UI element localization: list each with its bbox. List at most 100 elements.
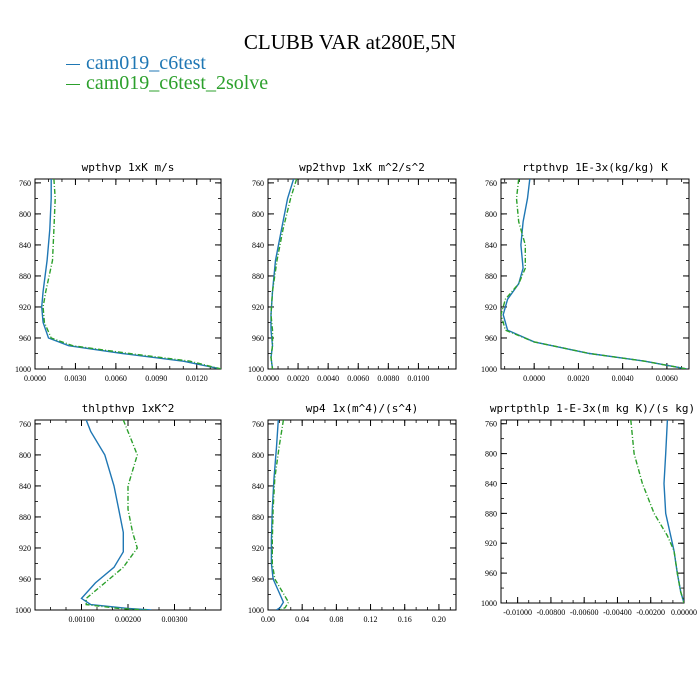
x-tick-label: 0.0040 [612,374,634,383]
legend-entry-1: cam019_c6test [66,52,206,75]
panel-title: wprtpthlp 1-E-3x(m kg K)/(s kg) [490,402,695,415]
x-tick-label: 0.0100 [407,374,429,383]
x-tick-label: 0.0020 [287,374,309,383]
x-tick-label: 0.0000 [257,374,279,383]
y-tick-label: 760 [252,420,264,429]
y-tick-label: 800 [19,451,31,460]
legend-entry-2: cam019_c6test_2solve [66,72,268,95]
y-tick-label: 880 [19,272,31,281]
x-tick-label: 0.0020 [567,374,589,383]
y-tick-label: 760 [19,179,31,188]
series-line-2 [630,420,684,603]
panel-1: wpthvp 1xK m/s 0.0000 0.0030 0.0060 0.0090 0.… [15,161,222,383]
panel-2: wp2thvp 1xK m^2/s^2 0.0000 0.0020 0.0040 0.0… [248,161,457,383]
panel-title: rtpthvp 1E-3x(kg/kg) K [522,161,668,174]
x-tick-label: 0.00 [261,615,275,624]
y-tick-label: 1000 [15,606,31,615]
series-line-2 [271,420,290,610]
panel-frame [500,419,685,604]
y-tick-label: 800 [252,451,264,460]
y-tick-label: 840 [19,241,31,250]
panel-3: rtpthvp 1E-3x(kg/kg) K 0.0000 0.0020 0.0040… [481,161,690,383]
y-tick-label: 960 [19,575,31,584]
panel-frame [500,178,690,370]
y-tick-label: 960 [485,569,497,578]
y-tick-label: 880 [485,272,497,281]
series-line-2 [85,420,147,610]
y-tick-label: 880 [485,509,497,518]
y-tick-label: 840 [252,241,264,250]
y-tick-label: 840 [485,479,497,488]
y-tick-label: 960 [252,334,264,343]
series-line-1 [270,179,295,369]
panel-4: thlpthvp 1xK^2 0.00100 0.00200 0.00300 760 80… [15,402,222,624]
y-tick-label: 760 [485,420,497,429]
y-tick-label: 920 [485,539,497,548]
x-tick-label: -0.00400 [603,608,632,617]
y-tick-label: 800 [485,450,497,459]
y-tick-label: 960 [252,575,264,584]
y-tick-label: 880 [252,513,264,522]
legend-label-1: cam019_c6test [86,52,206,74]
panel-frame [267,419,457,611]
x-tick-label: 0.16 [398,615,412,624]
x-tick-label: -0.00600 [570,608,599,617]
x-tick-label: 0.00100 [69,615,95,624]
series-line-1 [663,420,684,603]
x-tick-label: -0.00200 [636,608,665,617]
x-tick-label: 0.20 [432,615,446,624]
x-tick-label: -0.00800 [537,608,566,617]
x-tick-label: 0.08 [329,615,343,624]
x-tick-label: 0.0000 [523,374,545,383]
x-tick-label: 0.0120 [186,374,208,383]
y-tick-label: 1000 [248,365,264,374]
y-tick-label: 960 [485,334,497,343]
y-tick-label: 800 [252,210,264,219]
x-tick-label: 0.0060 [347,374,369,383]
panel-5: wp4 1x(m^4)/(s^4) 0.00 0.04 0.08 0.12 0.16 0.2… [248,402,457,624]
legend-line-2 [66,83,80,85]
panel-frame [34,419,222,611]
x-tick-label: 0.0030 [64,374,86,383]
y-tick-label: 840 [19,482,31,491]
y-tick-label: 760 [19,420,31,429]
y-tick-label: 920 [252,544,264,553]
y-tick-label: 1000 [248,606,264,615]
panel-title: thlpthvp 1xK^2 [82,402,175,415]
x-tick-label: 0.00000 [671,608,697,617]
y-tick-label: 1000 [481,365,497,374]
y-tick-label: 800 [485,210,497,219]
y-tick-label: 920 [252,303,264,312]
y-tick-label: 840 [252,482,264,491]
y-tick-label: 920 [485,303,497,312]
y-tick-label: 880 [19,513,31,522]
x-tick-label: 0.0090 [145,374,167,383]
series-line-1 [80,420,152,610]
legend-label-2: cam019_c6test_2solve [86,72,269,94]
panel-6: wprtpthlp 1-E-3x(m kg K)/(s kg)-0.01000-… [481,402,697,617]
y-tick-label: 920 [19,544,31,553]
y-tick-label: 1000 [481,599,497,608]
y-tick-label: 840 [485,241,497,250]
y-tick-label: 920 [19,303,31,312]
x-tick-label: 0.0000 [24,374,46,383]
y-tick-label: 1000 [15,365,31,374]
x-tick-label: -0.01000 [503,608,532,617]
y-tick-label: 800 [19,210,31,219]
series-line-1 [40,179,221,369]
panel-frame [267,178,457,370]
series-line-1 [270,420,285,610]
series-line-2 [42,179,221,369]
x-tick-label: 0.0060 [105,374,127,383]
series-line-2 [270,179,298,369]
legend-line-1 [66,63,80,65]
panel-title: wp2thvp 1xK m^2/s^2 [299,161,425,174]
x-tick-label: 0.0080 [377,374,399,383]
x-tick-label: 0.00300 [162,615,188,624]
x-tick-label: 0.0060 [656,374,678,383]
panel-frame [34,178,222,370]
x-tick-label: 0.12 [364,615,378,624]
x-tick-label: 0.00200 [115,615,141,624]
